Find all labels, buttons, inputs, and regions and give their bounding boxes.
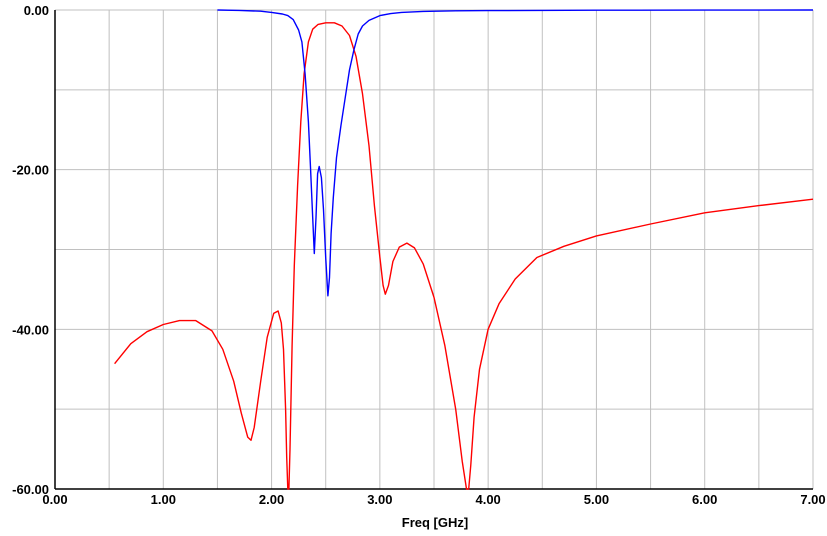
x-tick-label: 7.00 [800, 492, 825, 507]
y-tick-label: -40.00 [12, 322, 49, 337]
y-tick-label: -20.00 [12, 163, 49, 178]
grid [55, 9, 814, 489]
x-tick-label: 5.00 [584, 492, 609, 507]
series-layer [114, 9, 814, 490]
x-axis-label: Freq [GHz] [402, 515, 468, 530]
y-tick-label: 0.00 [24, 3, 49, 18]
axes [54, 10, 813, 490]
x-tick-label: 2.00 [259, 492, 284, 507]
tick-labels: 0.00 1.00 2.00 3.00 4.00 5.00 6.00 7.00 0.00 -20.… [12, 3, 826, 507]
series-line-1 [217, 9, 814, 297]
x-tick-label: 4.00 [475, 492, 500, 507]
x-tick-label: 3.00 [367, 492, 392, 507]
x-tick-label: 1.00 [151, 492, 176, 507]
y-tick-label: -60.00 [12, 482, 49, 497]
series-line-0 [114, 22, 814, 490]
x-tick-label: 0.00 [42, 492, 67, 507]
x-tick-label: 6.00 [692, 492, 717, 507]
